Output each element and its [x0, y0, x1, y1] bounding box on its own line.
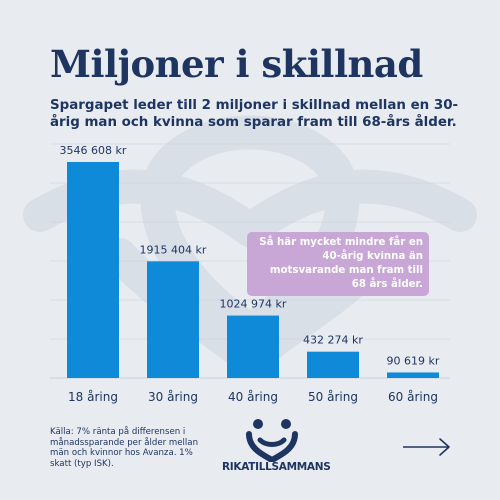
bar-value-label: 3546 608 kr	[60, 144, 127, 157]
bar-4	[307, 351, 359, 378]
bar-value-label: 1024 974 kr	[220, 298, 287, 311]
page-title: Miljoner i skillnad	[50, 42, 423, 86]
x-tick-label: 60 åring	[388, 390, 438, 404]
x-tick-label: 18 åring	[68, 390, 118, 404]
bar-value-label: 1915 404 kr	[140, 243, 207, 256]
bar-3	[227, 315, 279, 378]
page-subtitle: Spargapet leder till 2 miljoner i skilln…	[50, 98, 459, 130]
next-arrow-icon[interactable]	[402, 437, 452, 457]
x-tick-label: 30 åring	[148, 390, 198, 404]
x-tick-label: 40 åring	[228, 390, 278, 404]
bar-2	[147, 261, 199, 378]
logo-icon	[246, 419, 298, 464]
bar-value-label: 432 274 kr	[303, 334, 363, 347]
bar-value-label: 90 619 kr	[387, 354, 440, 367]
chart-value-labels: 3546 608 kr 1915 404 kr 1024 974 kr 432 274…	[60, 144, 440, 367]
logo-text: RIKATILLSAMMANS	[222, 461, 331, 473]
source-footnote: Källa: 7% ränta på differensen i månadss…	[50, 427, 199, 469]
rikatillsammans-logo: RIKATILLSAMMANS	[222, 418, 331, 478]
bar-5	[387, 372, 439, 378]
x-tick-label: 50 åring	[308, 390, 358, 404]
annotation-callout-tail	[257, 278, 267, 286]
chart-x-tick-labels: 18 åring 30 åring 40 åring 50 åring 60 åring	[68, 390, 438, 404]
annotation-callout: Så här mycket mindre får en 40-årig kvin…	[247, 232, 429, 296]
bar-1	[67, 162, 119, 378]
chart-bars	[67, 162, 439, 378]
